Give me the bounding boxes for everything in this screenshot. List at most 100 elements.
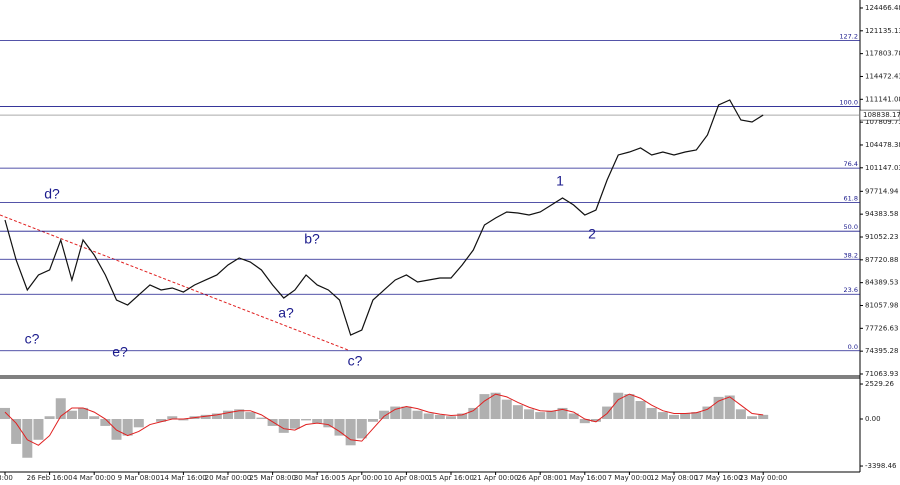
y2-tick-label: -3398.46 [865,462,897,470]
macd-bar [657,412,668,420]
x-tick-label: 5 Apr 00:00 [341,474,382,482]
macd-bar [211,413,222,420]
macd-bar [44,416,55,420]
y-tick-label: 77726.63 [865,324,898,332]
x-tick-label: 21 Apr 00:00 [473,474,519,482]
fib-label: 100.0 [839,98,858,106]
macd-bar [468,407,479,420]
macd-bar [367,419,378,422]
macd-bar [223,410,233,420]
x-tick-label: 1 May 16:00 [563,474,607,482]
y-tick-label: 117803.78 [865,50,900,58]
macd-bar [78,407,89,420]
macd-bar [178,419,189,421]
macd-bar [501,399,512,420]
macd-bar [323,419,334,428]
trend-line [0,214,349,351]
macd-bar [557,407,568,420]
y-tick-label: 91052.23 [865,233,898,241]
macd-bar [680,413,691,420]
macd-bar [312,419,323,424]
macd-bar [457,413,468,420]
macd-bar [724,395,735,420]
macd-bar [0,407,10,420]
macd-bar [669,414,679,420]
x-tick-label: 20 Mar 00:00 [205,474,252,482]
fib-label: 76.4 [844,160,858,168]
macd-bar [479,394,490,420]
macd-bar [167,416,178,420]
signal-line [4,393,764,446]
x-tick-label: 17 May 16:00 [695,474,743,482]
y-tick-label: 94383.58 [865,210,898,218]
macd-bar [546,410,557,420]
macd-bar [245,412,256,420]
fib-label: 127.2 [839,33,858,41]
y-tick-label: 71063.93 [865,370,898,378]
y-tick-label: 124466.48 [865,4,900,12]
price-line [4,99,764,336]
macd-bar [446,416,456,420]
macd-bar [535,412,546,420]
fib-label: 50.0 [844,223,858,231]
wave-label: c? [348,353,363,369]
macd-bar [702,406,713,420]
wave-label: d? [44,186,60,202]
macd-bar [345,419,356,446]
macd-bar [267,419,278,426]
macd-bar [100,419,111,426]
x-tick-label: 12 May 08:00 [650,474,698,482]
wave-label: e? [112,344,128,360]
macd-bar [613,392,624,420]
macd-bar [568,413,579,420]
macd-bar [55,398,66,420]
macd-bar [379,410,390,420]
macd-bar [490,392,501,420]
macd-bar [156,419,167,422]
macd-bar [624,394,635,420]
y-tick-label: 81057.98 [865,301,898,309]
macd-bar [234,409,245,420]
x-tick-label: 23 May 00:00 [739,474,787,482]
x-tick-label: 25 Mar 08:00 [249,474,296,482]
y-tick-label: 104478.38 [865,141,900,149]
x-tick-label: 7 May 00:00 [608,474,652,482]
macd-bar [423,413,434,420]
macd-bar [289,419,300,429]
fib-label: 23.6 [844,286,858,294]
macd-bar [758,414,769,420]
macd-bar [22,419,33,458]
wave-label: c? [25,331,40,347]
current-price-label: 108838.17 [863,111,900,119]
fib-label: 38.2 [844,251,858,259]
fib-label: 61.8 [844,194,858,202]
y-tick-label: 107809.73 [865,118,900,126]
macd-bar [713,396,724,420]
macd-bar [301,419,312,421]
macd-bar [133,419,144,428]
macd-bar [256,417,267,420]
fib-label: 0.0 [848,343,858,351]
y-tick-label: 97714.94 [865,187,899,195]
wave-label: a? [278,305,294,321]
macd-bar [278,419,289,433]
y-tick-label: 84389.53 [865,279,898,287]
macd-bar [356,419,367,439]
y-tick-label: 114472.43 [865,72,900,80]
macd-bar [579,419,590,424]
x-tick-label: 8:00 [0,474,13,482]
x-tick-label: 30 Mar 16:00 [294,474,341,482]
x-tick-label: 15 Apr 16:00 [428,474,474,482]
macd-bar [747,416,758,420]
macd-bar [11,419,22,444]
macd-bar [66,410,77,420]
macd-bar [691,412,702,420]
y-tick-label: 87720.88 [865,256,898,264]
macd-bar [334,419,345,436]
x-tick-label: 9 Mar 08:00 [118,474,160,482]
macd-bar [412,410,423,420]
macd-bar [434,414,445,420]
macd-bar [89,416,100,420]
